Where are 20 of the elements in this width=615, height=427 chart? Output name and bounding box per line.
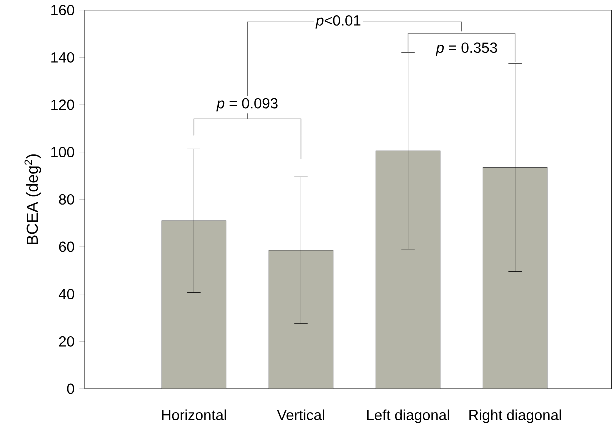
y-tick-label: 80 — [59, 194, 74, 205]
annotation: p<0.01 — [316, 16, 361, 29]
bar — [376, 150, 441, 389]
annotation: p = 0.093 — [216, 98, 278, 112]
y-tick-label: 60 — [59, 242, 74, 252]
x-tick-label: Vertical — [277, 410, 324, 420]
y-tick-label: 40 — [58, 289, 74, 300]
y-tick-label: 0 — [67, 384, 74, 394]
y-tick-label: 140 — [52, 52, 74, 63]
bar — [482, 167, 548, 389]
y-axis-title: BCEA (deg$^{2}$) — [24, 154, 42, 244]
x-tick-label: Right diagonal — [470, 410, 562, 424]
x-tick-label: Left diagonal — [367, 410, 450, 424]
y-tick-label: 160 — [52, 5, 74, 16]
y-tick-label: 120 — [52, 100, 74, 110]
y-tick-label: 20 — [59, 336, 74, 347]
bar — [162, 220, 227, 389]
annotation: p = 0.353 — [436, 42, 498, 56]
x-tick-label: Horizontal — [162, 410, 226, 420]
y-tick-label: 100 — [52, 147, 74, 158]
